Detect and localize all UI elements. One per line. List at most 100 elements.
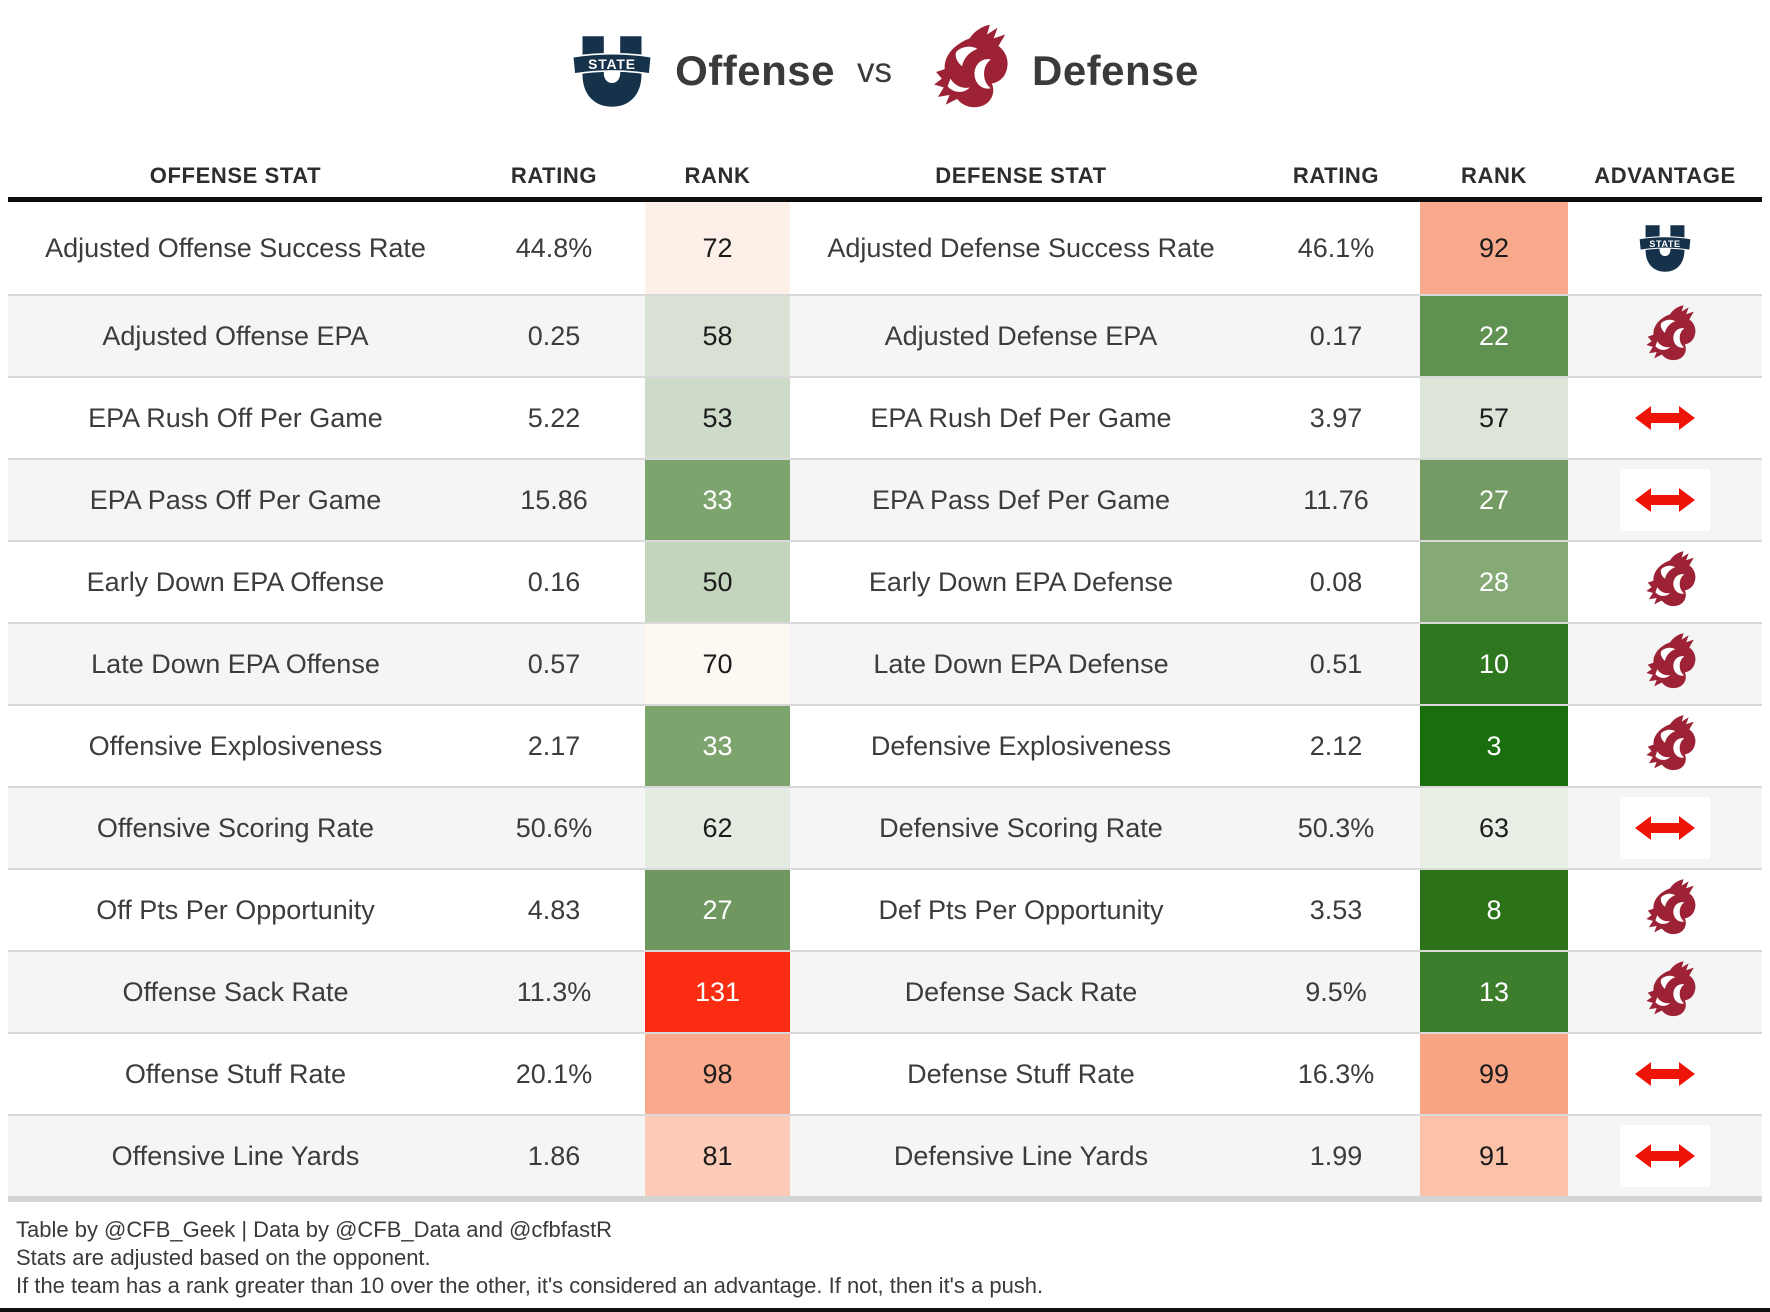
- defense-rank-cell: 27: [1420, 460, 1568, 540]
- washington-state-logo-icon: [1646, 633, 1696, 689]
- defense-rank-cell: 13: [1420, 952, 1568, 1032]
- offense-rank-cell: 53: [645, 378, 790, 458]
- svg-text:STATE: STATE: [1649, 238, 1680, 248]
- table-row: Offensive Line Yards 1.86 81 Defensive Line…: [8, 1114, 1762, 1196]
- header-defense-rating: RATING: [1292, 163, 1380, 188]
- defense-stat-label: Late Down EPA Defense: [873, 648, 1169, 679]
- footer-credit-line: Table by @CFB_Geek | Data by @CFB_Data a…: [16, 1217, 613, 1242]
- defense-rank-cell: 8: [1420, 870, 1568, 950]
- defense-rank-cell: 57: [1420, 378, 1568, 458]
- defense-stat-label: EPA Rush Def Per Game: [870, 402, 1172, 433]
- offense-rating-value: 4.83: [527, 894, 581, 925]
- advantage-cell: [1568, 378, 1762, 458]
- advantage-cell: [1568, 788, 1762, 868]
- table-row: Offensive Explosiveness 2.17 33 Defensive E…: [8, 704, 1762, 786]
- offense-rating-value: 0.25: [527, 320, 581, 351]
- table-row: Late Down EPA Offense 0.57 70 Late Down EPA…: [8, 622, 1762, 704]
- defense-rank-cell: 22: [1420, 296, 1568, 376]
- offense-rating-value: 1.86: [527, 1140, 581, 1171]
- push-arrow-icon: [1635, 1062, 1695, 1086]
- offense-stat-label: Offensive Scoring Rate: [96, 812, 375, 843]
- offense-rank-cell: 27: [645, 870, 790, 950]
- defense-rating-value: 0.17: [1309, 320, 1363, 351]
- advantage-cell: [1568, 952, 1762, 1032]
- push-arrow-icon: [1635, 816, 1695, 840]
- table-row: EPA Pass Off Per Game 15.86 33 EPA Pass Def…: [8, 458, 1762, 540]
- defense-rank-cell: 3: [1420, 706, 1568, 786]
- offense-title: Offense: [675, 47, 835, 94]
- offense-stat-label: Offense Sack Rate: [122, 976, 349, 1007]
- offense-stat-label: Off Pts Per Opportunity: [96, 894, 375, 925]
- push-arrow-box: [1620, 1125, 1710, 1187]
- stats-table: OFFENSE STAT RATING RANK DEFENSE STAT RA…: [8, 142, 1762, 1202]
- footer-advantage-rule: If the team has a rank greater than 10 o…: [16, 1273, 1044, 1299]
- advantage-cell: [1568, 542, 1762, 622]
- table-row: Early Down EPA Offense 0.16 50 Early Down E…: [8, 540, 1762, 622]
- offense-rank-cell: 98: [645, 1034, 790, 1114]
- defense-rank-cell: 63: [1420, 788, 1568, 868]
- table-header-row: OFFENSE STAT RATING RANK DEFENSE STAT RA…: [8, 142, 1762, 202]
- defense-rank-cell: 92: [1420, 202, 1568, 294]
- header-defense-rank: RANK: [1461, 163, 1527, 188]
- washington-state-logo: [934, 24, 1008, 108]
- advantage-cell: [1568, 296, 1762, 376]
- defense-stat-label: Defense Stuff Rate: [907, 1058, 1135, 1089]
- defense-rank-cell: 28: [1420, 542, 1568, 622]
- defense-stat-label: Defensive Line Yards: [893, 1140, 1149, 1171]
- defense-rank-cell: 99: [1420, 1034, 1568, 1114]
- offense-stat-label: Offensive Line Yards: [111, 1140, 360, 1171]
- footer-notes: Table by @CFB_Geek | Data by @CFB_Data a…: [16, 1216, 1770, 1300]
- utah-state-logo: STATE: [571, 34, 653, 108]
- defense-stat-label: EPA Pass Def Per Game: [871, 484, 1171, 515]
- defense-stat-label: Adjusted Defense EPA: [884, 320, 1158, 351]
- defense-stat-label: Defense Sack Rate: [904, 976, 1138, 1007]
- push-arrow-box: [1620, 469, 1710, 531]
- header-offense-rank: RANK: [684, 163, 751, 188]
- offense-rating-value: 20.1%: [515, 1058, 593, 1089]
- defense-stat-label: Def Pts Per Opportunity: [878, 894, 1164, 925]
- offense-rank-cell: 81: [645, 1116, 790, 1196]
- bottom-border: [0, 1308, 1770, 1312]
- header-defense-stat: DEFENSE STAT: [935, 163, 1107, 188]
- header-advantage: ADVANTAGE: [1594, 163, 1736, 188]
- vs-label: vs: [856, 51, 892, 90]
- table-row: Adjusted Offense EPA 0.25 58 Adjusted Defen…: [8, 294, 1762, 376]
- push-arrow-box: [1620, 797, 1710, 859]
- offense-rating-value: 0.57: [527, 648, 581, 679]
- footer-adjusted-note: Stats are adjusted based on the opponent…: [16, 1245, 431, 1271]
- advantage-cell: [1568, 706, 1762, 786]
- offense-rank-cell: 70: [645, 624, 790, 704]
- offense-stat-label: Adjusted Offense EPA: [102, 320, 369, 351]
- defense-title: Defense: [1031, 47, 1199, 94]
- header-offense-stat: OFFENSE STAT: [149, 163, 322, 188]
- matchup-title: STATE Offense vs Defense: [0, 0, 1770, 142]
- offense-rating-value: 5.22: [527, 402, 581, 433]
- offense-rank-cell: 33: [645, 460, 790, 540]
- offense-rank-cell: 62: [645, 788, 790, 868]
- advantage-cell: [1568, 870, 1762, 950]
- defense-rating-value: 0.08: [1309, 566, 1363, 597]
- offense-stat-label: Offense Stuff Rate: [124, 1058, 347, 1089]
- utah-state-logo-icon: STATE: [1638, 223, 1692, 273]
- defense-stat-label: Defensive Scoring Rate: [879, 812, 1163, 843]
- defense-rating-value: 46.1%: [1297, 232, 1375, 263]
- table-row: Offensive Scoring Rate 50.6% 62 Defensive S…: [8, 786, 1762, 868]
- washington-state-logo-icon: [1646, 879, 1696, 935]
- push-arrow-icon: [1635, 1144, 1695, 1168]
- defense-stat-label: Defensive Explosiveness: [870, 730, 1172, 761]
- defense-rank-cell: 10: [1420, 624, 1568, 704]
- offense-rank-cell: 33: [645, 706, 790, 786]
- table-row: Adjusted Offense Success Rate 44.8% 72 Adju…: [8, 202, 1762, 294]
- defense-rating-value: 50.3%: [1297, 812, 1375, 843]
- advantage-cell: [1568, 624, 1762, 704]
- offense-stat-label: Offensive Explosiveness: [88, 730, 383, 761]
- advantage-cell: [1568, 1116, 1762, 1196]
- offense-stat-label: EPA Rush Off Per Game: [88, 402, 383, 433]
- washington-state-logo-icon: [1646, 715, 1696, 771]
- header-offense-rating: RATING: [510, 163, 598, 188]
- offense-rating-value: 11.3%: [516, 976, 592, 1007]
- offense-rating-value: 44.8%: [515, 232, 593, 263]
- offense-rating-value: 2.17: [527, 730, 581, 761]
- table-row: Off Pts Per Opportunity 4.83 27 Def Pts Per…: [8, 868, 1762, 950]
